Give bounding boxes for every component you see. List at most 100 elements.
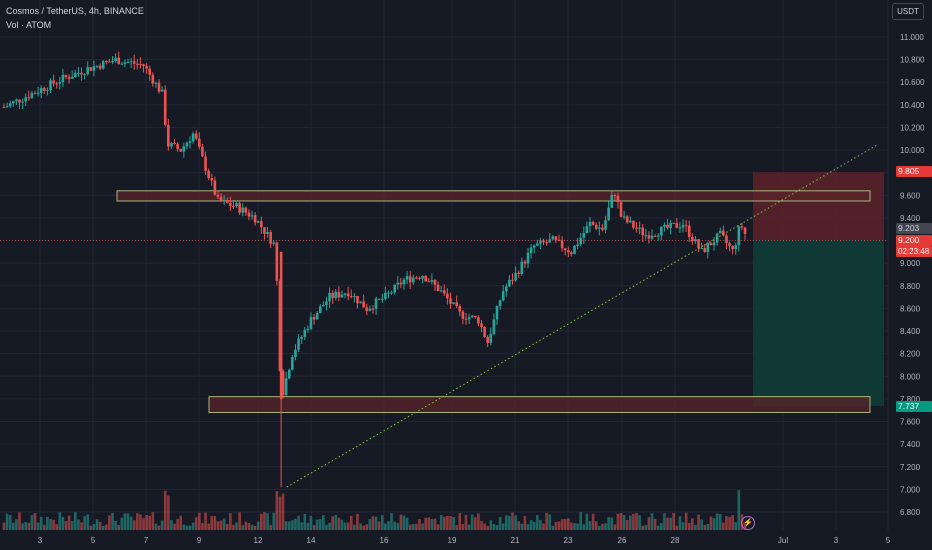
volume-bar <box>266 513 269 530</box>
volume-bar <box>331 516 334 530</box>
time-axis-bg <box>0 532 932 550</box>
volume-bar <box>616 513 620 530</box>
sr-zone <box>208 396 871 413</box>
volume-bar <box>371 516 375 530</box>
volume-bar <box>43 524 46 530</box>
candle-body <box>322 305 325 307</box>
volume-bar <box>731 515 734 530</box>
time-tick-label: 14 <box>307 536 316 545</box>
volume-bar <box>309 515 313 530</box>
volume-bar <box>108 515 111 530</box>
price-tick-label: 10.400 <box>900 101 925 110</box>
candle-body <box>216 194 220 197</box>
volume-bar <box>325 524 328 530</box>
candle-body <box>387 292 390 294</box>
candle-body <box>70 77 74 79</box>
volume-bar <box>666 517 669 530</box>
candle-body <box>706 243 710 253</box>
volume-bar <box>563 519 567 530</box>
volume-bar <box>712 518 716 530</box>
candle-body <box>179 148 183 152</box>
candle-body <box>160 89 164 92</box>
volume-bar <box>678 516 682 530</box>
volume-bar <box>247 522 251 530</box>
volume-bar <box>706 523 710 530</box>
volume-bar <box>365 524 369 530</box>
volume-bar <box>551 525 555 530</box>
candle-body <box>495 305 499 320</box>
candle-body <box>523 261 527 264</box>
candle-body <box>64 74 68 77</box>
candle-body <box>430 279 434 282</box>
volume-bar <box>362 525 365 530</box>
volume-bar <box>532 521 536 530</box>
candle-body <box>269 232 272 244</box>
candle-body <box>501 291 505 301</box>
volume-bar <box>105 524 108 530</box>
candle-body <box>455 302 458 307</box>
volume-bar <box>89 525 93 530</box>
candle-body <box>340 294 344 298</box>
candle-body <box>114 57 117 62</box>
volume-bar <box>294 518 297 530</box>
symbol-title: Cosmos / TetherUS, 4h, BINANCE <box>6 6 144 16</box>
volume-bar <box>21 523 24 530</box>
volume-bar <box>238 512 241 530</box>
candle-body <box>359 301 362 304</box>
candle-body <box>731 246 734 250</box>
bar-countdown: 02:23:48 <box>896 246 932 257</box>
volume-bar <box>343 522 347 530</box>
candle-body <box>154 82 158 84</box>
volume-bar <box>312 525 316 530</box>
volume-bar <box>495 525 499 530</box>
candle-body <box>532 245 536 248</box>
volume-bar <box>213 516 217 530</box>
volume-bar <box>126 513 130 530</box>
candle-body <box>111 61 114 63</box>
candle-body <box>737 226 741 246</box>
candle-body <box>678 227 682 229</box>
candle-body <box>508 279 511 287</box>
candle-body <box>408 276 412 283</box>
volume-bar <box>191 522 195 530</box>
candle-body <box>393 284 396 293</box>
candle-body <box>576 244 579 246</box>
candle-body <box>464 318 468 320</box>
volume-bar <box>669 517 672 530</box>
volume-bar <box>582 524 586 530</box>
candle-body <box>151 74 155 84</box>
candle-body <box>622 216 626 218</box>
time-tick-label: 16 <box>380 536 389 545</box>
currency-selector[interactable]: USDT <box>892 3 924 20</box>
candle-body <box>563 248 567 251</box>
lightning-icon[interactable]: ⚡ <box>741 516 755 530</box>
candle-body <box>198 138 201 147</box>
volume-bar <box>517 521 521 530</box>
volume-bar <box>64 520 68 530</box>
candle-body <box>30 93 34 99</box>
candle-body <box>222 199 226 202</box>
volume-bar <box>529 520 533 530</box>
volume-bar <box>393 521 396 530</box>
candle-body <box>74 72 77 78</box>
candle-body <box>700 248 703 250</box>
candle-body <box>681 225 685 228</box>
candle-body <box>315 313 319 320</box>
candle-body <box>625 216 629 223</box>
price-tick-label: 9.400 <box>900 214 921 223</box>
candle-body <box>284 378 288 396</box>
volume-bar <box>142 518 145 530</box>
volume-bar <box>641 525 645 530</box>
candle-body <box>691 236 694 242</box>
volume-bar <box>604 523 607 530</box>
candle-body <box>188 141 192 143</box>
price-axis: 11.000 10.800 10.600 10.400 10.200 10.000 9.80… <box>890 0 932 532</box>
candle-body <box>374 298 378 309</box>
candle-body <box>582 233 586 238</box>
volume-bar <box>15 519 18 530</box>
candle-body <box>58 82 62 84</box>
volume-bar <box>619 513 623 530</box>
take-profit-zone <box>753 240 884 407</box>
volume-bar <box>160 520 164 530</box>
